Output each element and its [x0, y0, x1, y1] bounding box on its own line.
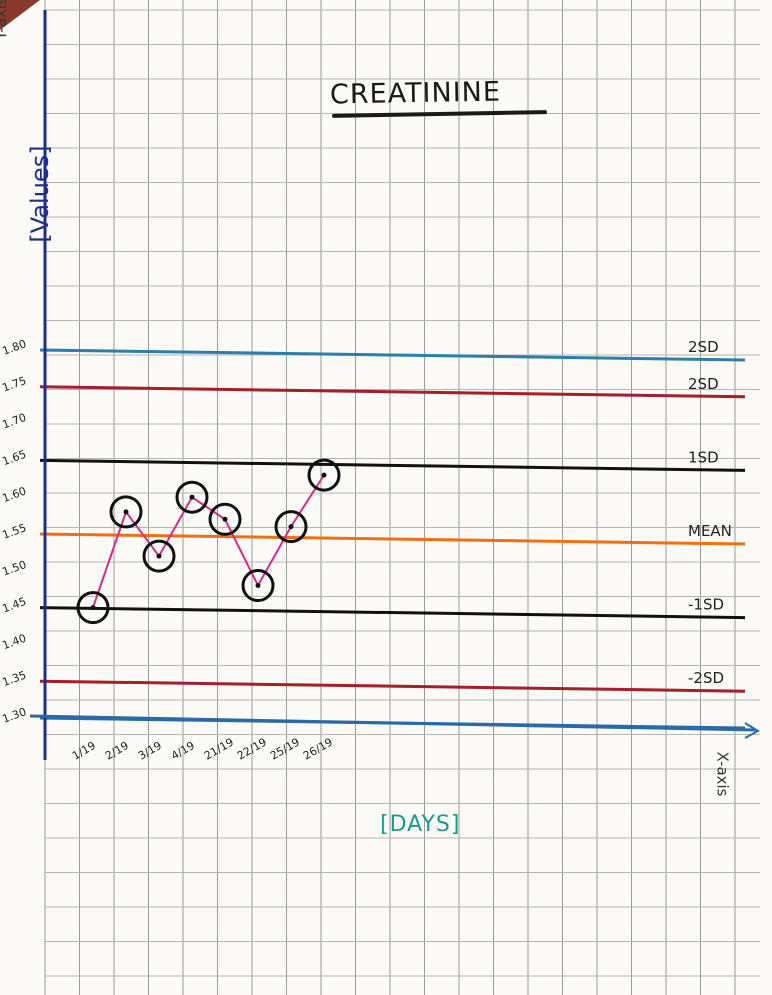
data-point-circle: [142, 539, 176, 573]
x-axis-label: [DAYS]: [380, 812, 461, 837]
reference-line-label: 2SD: [688, 375, 719, 393]
y-axis-label: [Values]: [26, 145, 54, 243]
data-point-circle: [307, 458, 341, 492]
y-tick-label: 1.45: [1, 595, 28, 616]
y-tick-label: 1.35: [1, 668, 28, 689]
reference-line: [39, 458, 746, 472]
reference-lines: 2SD 2SD 1SD MEAN -1SD -2SD: [39, 338, 746, 730]
series-line: [92, 474, 325, 608]
reference-line-label: -1SD: [688, 596, 724, 614]
reference-line: [39, 532, 746, 546]
data-point: [222, 516, 228, 522]
data-point: [156, 553, 162, 559]
y-tick-label: 1.65: [1, 448, 28, 469]
y-tick-label: 1.80: [1, 337, 28, 358]
y-tick-label: 1.55: [1, 521, 28, 542]
reference-line-label: 1SD: [688, 448, 719, 466]
reference-line: [39, 385, 746, 399]
data-point-circle: [208, 502, 242, 536]
y-tick-label: 1.70: [1, 411, 28, 432]
data-point: [90, 605, 96, 611]
reference-line-label: MEAN: [688, 522, 732, 540]
x-axis-line: [29, 714, 756, 732]
x-tick-label: 1/19: [70, 739, 98, 763]
x-tick-label: 21/19: [202, 735, 236, 762]
x-axis-arrow: [744, 722, 761, 739]
data-point-circle: [76, 591, 110, 625]
reference-line: [39, 606, 746, 620]
y-tick-label: 1.50: [1, 558, 28, 579]
y-tick-label: 1.75: [1, 374, 28, 395]
y-axis-caption: Y-axis: [0, 0, 10, 40]
x-tick-label: 25/19: [268, 735, 302, 762]
reference-line: [39, 679, 746, 693]
tick-labels: 1.80 1.75 1.70 1.65 1.60 1.55 1.50 1.45 1.40 1.35…: [1, 337, 335, 762]
y-tick-label: 1.30: [1, 705, 28, 726]
reference-line-label: -2SD: [688, 669, 724, 687]
data-point-circle: [274, 510, 308, 544]
x-axis-caption: X-axis: [713, 751, 732, 797]
data-point: [288, 524, 294, 530]
data-point: [189, 494, 195, 500]
grid-lines: [44, 0, 760, 995]
data-point: [255, 583, 261, 589]
chart-title: CREATININE: [329, 76, 502, 111]
x-tick-label: 26/19: [301, 735, 335, 762]
data-point: [123, 509, 129, 515]
x-tick-label: 3/19: [136, 739, 164, 763]
data-point-circle: [109, 495, 143, 529]
data-point-circle: [175, 480, 209, 514]
reference-line-label: 2SD: [688, 338, 719, 356]
x-tick-label: 2/19: [103, 739, 131, 763]
reference-line: [39, 348, 746, 362]
y-tick-label: 1.60: [1, 484, 28, 505]
y-tick-label: 1.40: [1, 632, 28, 653]
data-point-circle: [241, 569, 275, 603]
axes: [29, 10, 761, 760]
data-point: [321, 472, 327, 478]
series-layer: [76, 458, 341, 625]
